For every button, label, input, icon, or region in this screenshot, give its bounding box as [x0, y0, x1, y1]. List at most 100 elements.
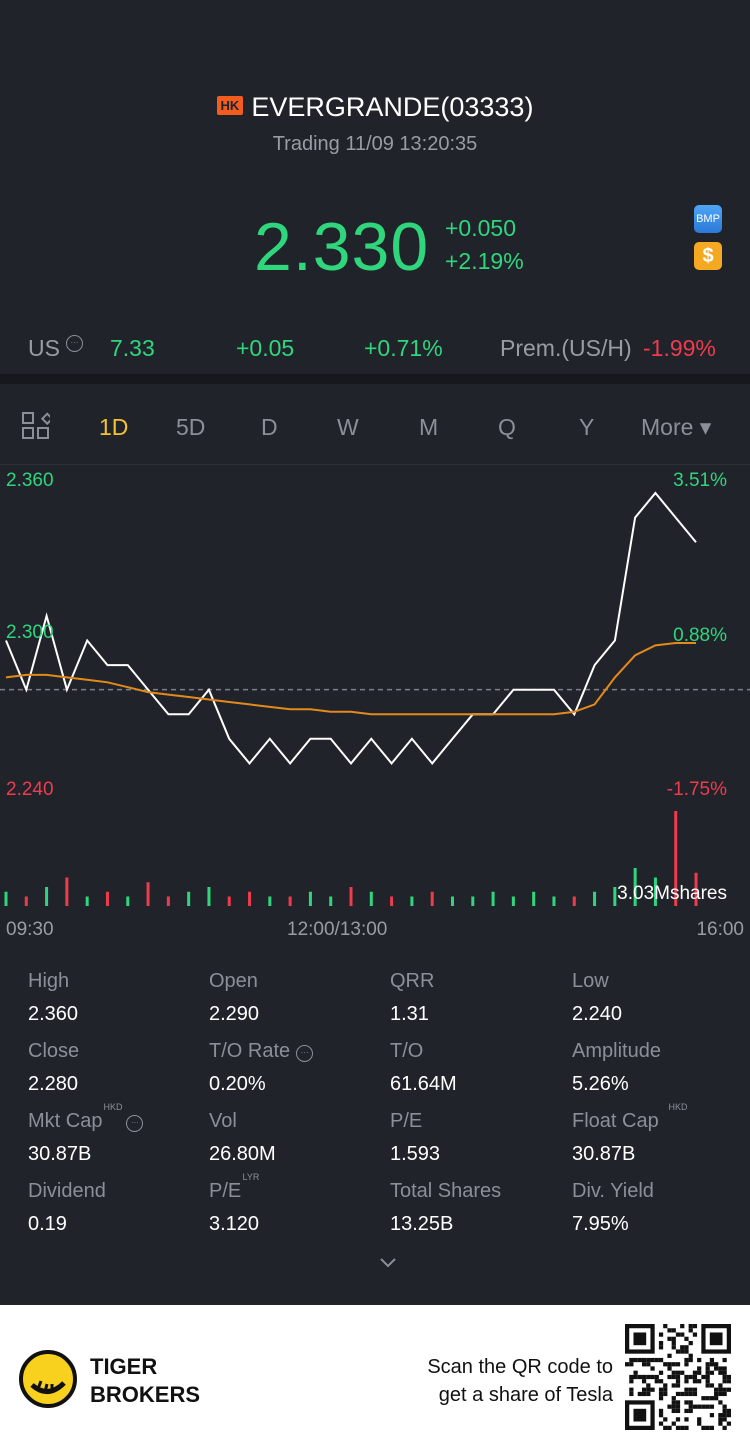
stat-label: Low — [572, 970, 609, 992]
stat-label: T/O Rate ··· — [209, 1040, 389, 1063]
stat-item: P/E 1.593 — [390, 1110, 570, 1166]
stat-label: Div. Yield — [572, 1180, 654, 1202]
stat-label: High — [28, 970, 70, 992]
volume-bar — [105, 891, 109, 906]
volume-bar — [369, 891, 373, 906]
stat-value: 30.87B — [28, 1143, 92, 1165]
us-label: US ··· — [28, 335, 83, 362]
layout-grid-icon[interactable] — [22, 412, 50, 440]
stat-item: Amplitude 5.26% — [572, 1040, 750, 1096]
stat-item: High 2.360 — [28, 970, 208, 1026]
stat-value: 2.240 — [572, 1003, 623, 1025]
tab-y[interactable]: Y — [579, 414, 595, 440]
info-icon[interactable]: ··· — [126, 1115, 144, 1132]
stat-item: P/E LYR 3.120 — [209, 1172, 389, 1236]
last-price: 2.330 — [254, 209, 430, 285]
stat-label: QRR — [390, 970, 435, 992]
volume-bar — [613, 887, 617, 906]
tab-5d[interactable]: 5D — [176, 414, 206, 440]
volume-bar — [572, 896, 576, 906]
section-divider — [0, 374, 750, 384]
stock-name: EVERGRANDE(03333) — [251, 92, 534, 122]
chevron-down-icon[interactable] — [378, 1253, 398, 1273]
volume-bar — [532, 891, 536, 906]
dollar-icon[interactable]: $ — [694, 242, 722, 270]
stat-item: Div. Yield 7.95% — [572, 1180, 750, 1236]
us-price: 7.33 — [110, 335, 155, 361]
trading-status: Trading 11/09 13:20:35 — [272, 133, 478, 155]
price-change-pct: +2.19% — [445, 248, 524, 274]
tab-m[interactable]: M — [419, 414, 439, 440]
volume-bar — [390, 896, 394, 906]
stat-label: T/O — [390, 1040, 424, 1062]
premium-value: -1.99% — [643, 335, 716, 361]
stat-label: Dividend — [28, 1180, 106, 1202]
volume-bar — [166, 896, 170, 906]
volume-bar — [187, 891, 191, 906]
chart-canvas — [0, 491, 750, 906]
volume-bar — [674, 811, 678, 906]
tab-more[interactable]: More ▾ — [641, 414, 712, 440]
volume-bar — [288, 896, 292, 906]
stat-label: P/E — [390, 1110, 423, 1132]
volume-bar — [410, 896, 414, 906]
tiger-logo-icon — [19, 1350, 77, 1408]
stat-value: 3.120 — [209, 1213, 260, 1235]
stat-item: Dividend 0.19 — [28, 1180, 208, 1236]
tab-w[interactable]: W — [337, 414, 359, 440]
bmp-icon[interactable]: BMP — [694, 205, 722, 233]
info-icon[interactable]: ··· — [296, 1045, 314, 1062]
stat-item: Mkt Cap HKD ··· 30.87B — [28, 1102, 208, 1166]
stat-label: Amplitude — [572, 1040, 661, 1062]
stat-item: Open 2.290 — [209, 970, 389, 1026]
qr-code — [625, 1324, 731, 1430]
stat-item: Vol 26.80M — [209, 1110, 389, 1166]
intraday-chart[interactable]: 2.360 2.300 2.240 3.51% 0.88% -1.75% 3.0… — [0, 465, 750, 945]
stat-label: Vol — [209, 1110, 237, 1132]
volume-bar — [207, 887, 211, 906]
volume-bar — [653, 877, 657, 906]
stat-value: 2.290 — [209, 1003, 260, 1025]
tab-1d[interactable]: 1D — [99, 414, 129, 440]
volume-bar — [511, 896, 515, 906]
volume-bar — [450, 896, 454, 906]
unit-superscript: LYR — [242, 1172, 260, 1182]
tab-d[interactable]: D — [261, 414, 278, 440]
stat-value: 7.95% — [572, 1213, 629, 1235]
x-tick-lunch: 12:00/13:00 — [287, 919, 388, 940]
y-tick-low: 2.240 — [6, 779, 54, 800]
chart-period-tabs: 1D 5D D W M Q Y More ▾ — [0, 384, 750, 465]
stat-item: Float Cap HKD 30.87B — [572, 1102, 750, 1166]
volume-bar — [349, 887, 353, 906]
volume-bar — [329, 896, 333, 906]
volume-bar — [4, 891, 8, 906]
stat-item: Low 2.240 — [572, 970, 750, 1026]
volume-bar — [65, 877, 69, 906]
volume-bar — [694, 872, 698, 906]
tab-q[interactable]: Q — [498, 414, 516, 440]
volume-bar — [146, 882, 150, 906]
promo-footer: TIGER BROKERS Scan the QR code to get a … — [0, 1305, 750, 1451]
price-line — [5, 491, 697, 765]
price-change: +0.050 — [445, 215, 516, 241]
volume-bar — [45, 887, 49, 906]
stat-label: Mkt Cap HKD ··· — [28, 1102, 208, 1133]
volume-bar — [24, 896, 28, 906]
unit-superscript: HKD — [668, 1102, 688, 1112]
stat-value: 5.26% — [572, 1073, 629, 1095]
stat-label: Float Cap HKD — [572, 1102, 688, 1132]
volume-bar — [552, 896, 556, 906]
x-tick-close: 16:00 — [696, 919, 744, 940]
market-badge: HK — [216, 96, 244, 115]
volume-bar — [471, 896, 475, 906]
pct-tick-mid: 0.88% — [673, 625, 727, 646]
stat-item: Total Shares 13.25B — [390, 1180, 570, 1236]
stat-item: QRR 1.31 — [390, 970, 570, 1026]
stat-value: 2.360 — [28, 1003, 79, 1025]
stat-item: T/O 61.64M — [390, 1040, 570, 1096]
average-price-line — [5, 642, 696, 716]
volume-label: 3.03Mshares — [617, 883, 727, 904]
volume-bar — [268, 896, 272, 906]
unit-superscript: HKD — [103, 1102, 123, 1112]
more-info-icon[interactable]: ··· — [65, 335, 83, 352]
